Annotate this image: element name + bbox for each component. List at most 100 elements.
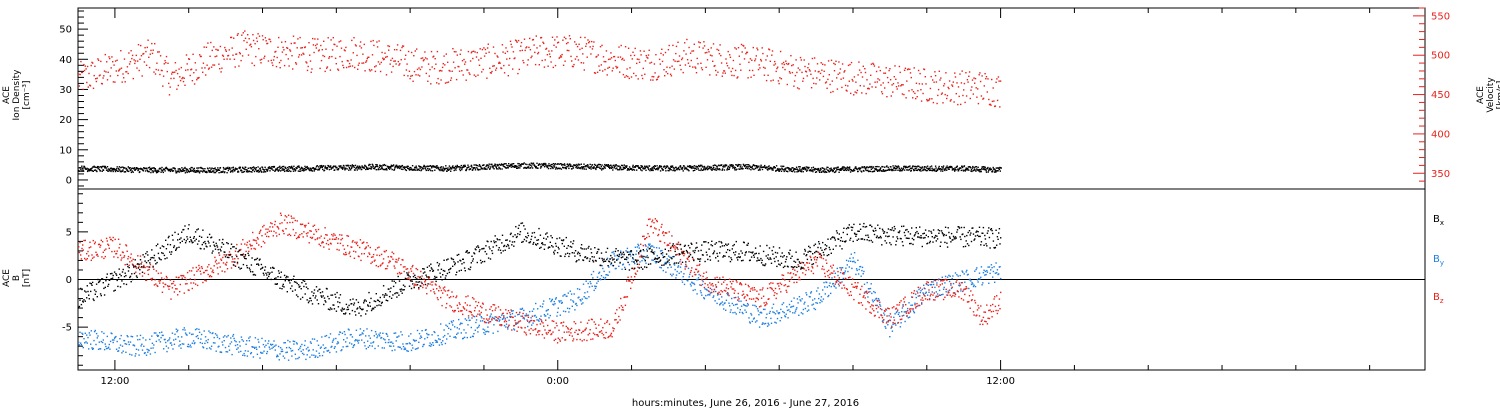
data-point (601, 265, 602, 266)
data-point (849, 266, 850, 267)
data-point (101, 240, 102, 241)
data-point (191, 167, 192, 168)
data-point (202, 171, 203, 172)
data-point (806, 71, 807, 72)
data-point (516, 166, 517, 167)
data-point (805, 168, 806, 169)
data-point (992, 170, 993, 171)
data-point (629, 166, 630, 167)
data-point (588, 166, 589, 167)
data-point (459, 71, 460, 72)
data-point (968, 274, 969, 275)
data-point (180, 344, 181, 345)
data-point (133, 78, 134, 79)
data-point (833, 63, 834, 64)
data-point (760, 165, 761, 166)
data-point (256, 167, 257, 168)
data-point (311, 354, 312, 355)
data-point (514, 316, 515, 317)
data-point (258, 341, 259, 342)
data-point (781, 63, 782, 64)
data-point (803, 171, 804, 172)
data-point (113, 339, 114, 340)
data-point (931, 76, 932, 77)
data-point (861, 270, 862, 271)
data-point (117, 166, 118, 167)
data-point (666, 67, 667, 68)
data-point (575, 58, 576, 59)
data-point (113, 256, 114, 257)
data-point (432, 170, 433, 171)
data-point (856, 92, 857, 93)
data-point (173, 339, 174, 340)
data-point (225, 347, 226, 348)
data-point (370, 70, 371, 71)
data-point (722, 76, 723, 77)
data-point (611, 252, 612, 253)
data-point (715, 291, 716, 292)
data-point (817, 63, 818, 64)
data-point (838, 61, 839, 62)
data-point (627, 257, 628, 258)
data-point (263, 344, 264, 345)
data-point (97, 256, 98, 257)
data-point (486, 322, 487, 323)
data-point (305, 340, 306, 341)
data-point (391, 341, 392, 342)
data-point (480, 166, 481, 167)
data-point (154, 332, 155, 333)
data-point (931, 170, 932, 171)
data-point (992, 276, 993, 277)
data-point (548, 50, 549, 51)
data-point (679, 273, 680, 274)
data-point (135, 60, 136, 61)
data-point (835, 273, 836, 274)
data-point (469, 320, 470, 321)
data-point (583, 284, 584, 285)
data-point (712, 297, 713, 298)
data-point (676, 46, 677, 47)
data-point (350, 165, 351, 166)
data-point (583, 62, 584, 63)
data-point (342, 169, 343, 170)
data-point (363, 62, 364, 63)
data-point (859, 169, 860, 170)
data-point (767, 55, 768, 56)
data-point (831, 169, 832, 170)
data-point (587, 57, 588, 58)
data-point (82, 244, 83, 245)
data-point (522, 308, 523, 309)
data-point (845, 268, 846, 269)
data-point (587, 291, 588, 292)
data-point (163, 348, 164, 349)
data-point (280, 170, 281, 171)
data-point (798, 88, 799, 89)
data-point (488, 165, 489, 166)
data-point (759, 326, 760, 327)
data-point (613, 165, 614, 166)
data-point (860, 85, 861, 86)
data-point (649, 50, 650, 51)
data-point (762, 47, 763, 48)
data-point (987, 272, 988, 273)
data-point (418, 342, 419, 343)
data-point (489, 68, 490, 69)
data-point (310, 60, 311, 61)
data-point (740, 309, 741, 310)
data-point (801, 312, 802, 313)
data-point (817, 287, 818, 288)
data-point (728, 67, 729, 68)
data-point (345, 168, 346, 169)
data-point (981, 284, 982, 285)
data-point (964, 273, 965, 274)
data-point (415, 349, 416, 350)
data-point (983, 98, 984, 99)
data-point (624, 267, 625, 268)
data-point (791, 65, 792, 66)
data-point (934, 287, 935, 288)
data-point (203, 347, 204, 348)
data-point (506, 324, 507, 325)
data-point (869, 288, 870, 289)
data-point (432, 66, 433, 67)
data-point (465, 332, 466, 333)
